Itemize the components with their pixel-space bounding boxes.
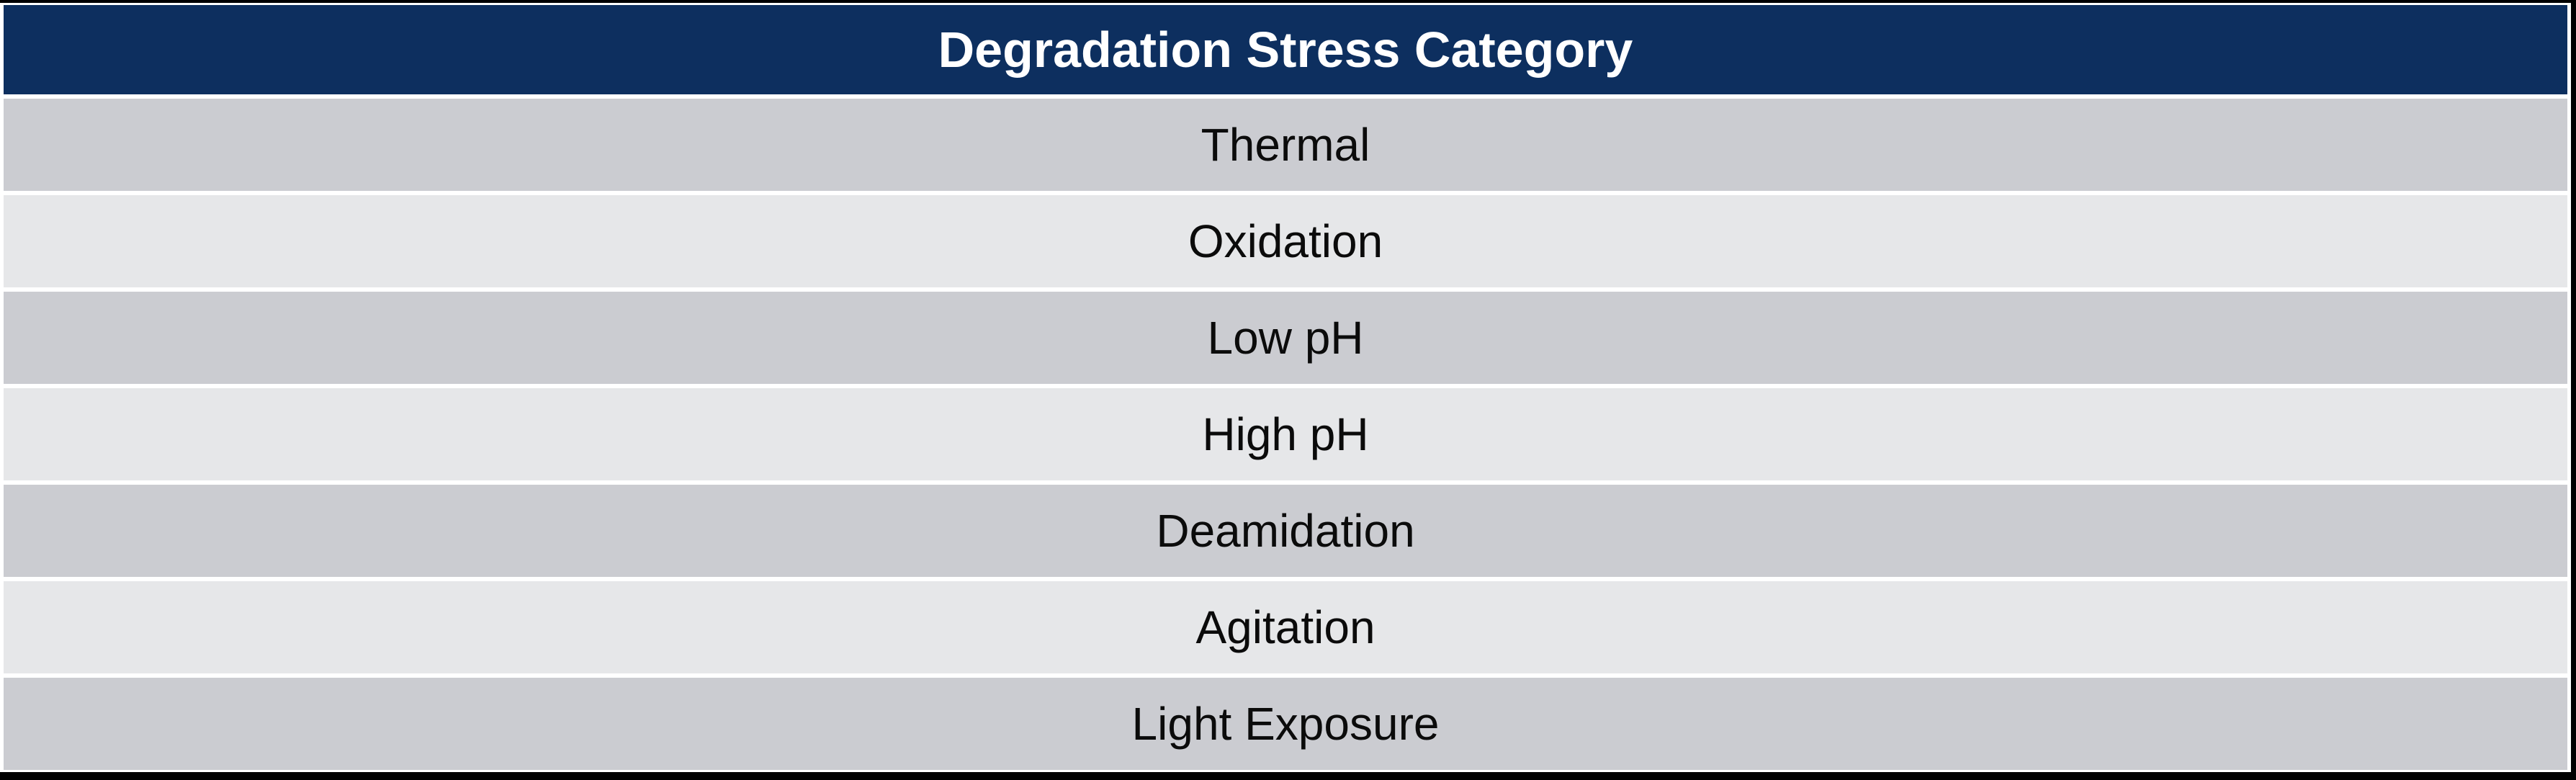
table-cell-label: High pH <box>1202 408 1369 460</box>
table-header-row: Degradation Stress Category <box>4 5 2567 94</box>
table-row-agitation: Agitation <box>4 581 2567 673</box>
table-row-low-ph: Low pH <box>4 292 2567 384</box>
table-row-high-ph: High pH <box>4 388 2567 480</box>
table-cell-label: Agitation <box>1195 601 1375 653</box>
table-header-title: Degradation Stress Category <box>938 22 1633 78</box>
table-cell-label: Deamidation <box>1156 505 1415 557</box>
table-row-light-exposure: Light Exposure <box>4 678 2567 770</box>
table-row-deamidation: Deamidation <box>4 485 2567 577</box>
table-row-oxidation: Oxidation <box>4 195 2567 287</box>
table-cell-label: Thermal <box>1201 119 1370 171</box>
table-cell-label: Oxidation <box>1188 215 1383 267</box>
table-cell-label: Low pH <box>1207 312 1364 364</box>
table-cell-label: Light Exposure <box>1131 698 1440 750</box>
degradation-stress-table: Degradation Stress Category Thermal Oxid… <box>4 5 2567 770</box>
table-row-thermal: Thermal <box>4 99 2567 191</box>
